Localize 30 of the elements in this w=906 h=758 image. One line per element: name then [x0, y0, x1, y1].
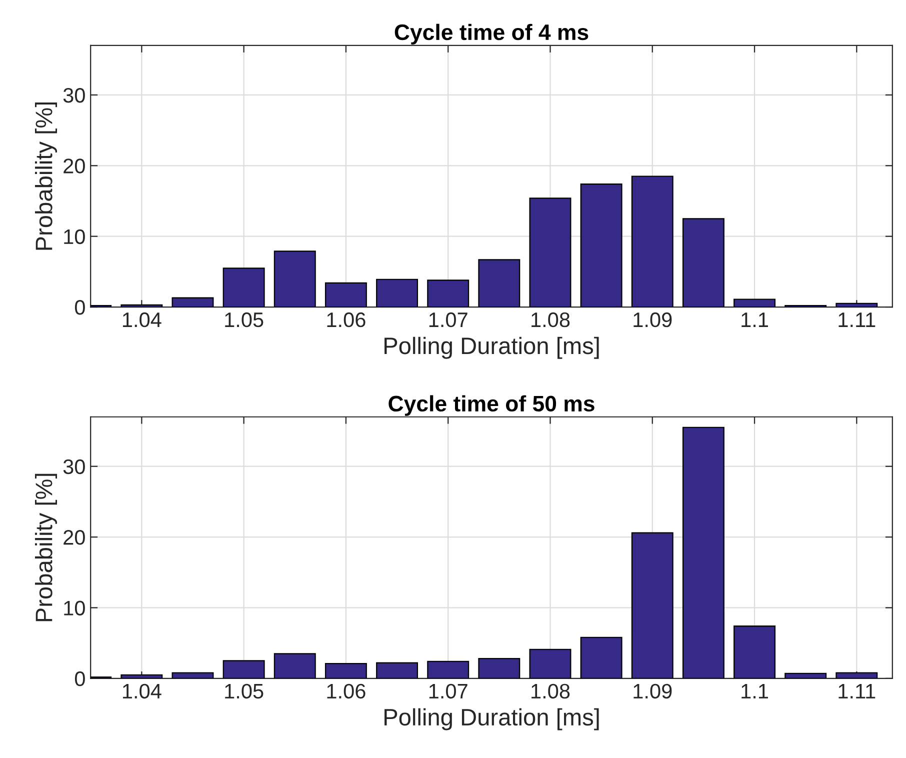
x-axis-title: Polling Duration [ms] [384, 336, 599, 359]
x-tick-label: 1.1 [742, 684, 768, 698]
y-tick-label: 0 [74, 671, 85, 686]
x-tick-label: 1.1 [742, 312, 768, 327]
y-axis-title: Probability [%] [35, 102, 58, 250]
y-tick-label: 20 [64, 158, 85, 174]
x-tick-label: 1.11 [838, 684, 876, 698]
y-tick-label: 30 [63, 88, 85, 103]
x-tick-label: 1.06 [327, 312, 366, 328]
y-tick-label: 20 [64, 530, 85, 545]
x-tick-label: 1.05 [225, 684, 264, 699]
x-tick-label: 1.04 [122, 684, 162, 699]
x-tick-label: 1.09 [634, 312, 672, 328]
x-tick-label: 1.05 [225, 312, 264, 328]
chart-title: Cycle time of 50 ms [388, 395, 594, 416]
x-axis-title: Polling Duration [ms] [384, 708, 599, 730]
x-tick-label: 1.09 [634, 684, 672, 699]
x-tick-label: 1.08 [532, 684, 570, 699]
x-tick-label: 1.08 [532, 312, 570, 328]
y-tick-label: 10 [64, 229, 85, 244]
x-tick-label: 1.06 [327, 684, 366, 699]
y-tick-label: 30 [63, 459, 85, 474]
x-tick-label: 1.11 [838, 312, 876, 327]
x-tick-label: 1.04 [122, 312, 162, 328]
x-tick-label: 1.07 [429, 684, 468, 699]
y-axis-title: Probability [%] [35, 474, 58, 622]
x-tick-label: 1.07 [429, 312, 468, 328]
y-tick-label: 10 [64, 600, 85, 616]
y-tick-label: 0 [74, 300, 85, 315]
chart-title: Cycle time of 4 ms [394, 24, 588, 45]
